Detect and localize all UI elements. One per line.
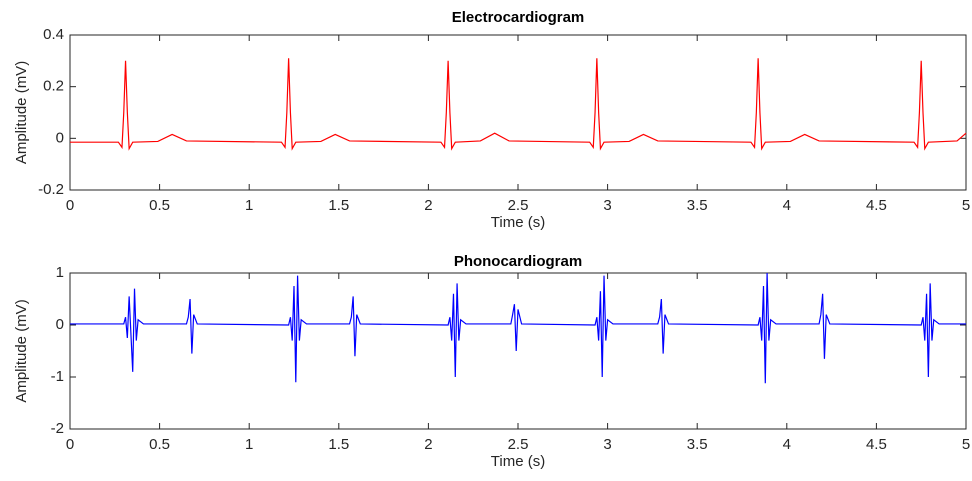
y-axis-label: Amplitude (mV) [13, 61, 30, 164]
x-tick-label: 1 [245, 197, 253, 214]
y-tick-label: -2 [51, 420, 64, 437]
y-tick-label: -1 [51, 368, 64, 385]
y-tick-label: -0.2 [38, 181, 64, 198]
x-tick-label: 4.5 [866, 436, 887, 453]
x-tick-label: 1 [245, 436, 253, 453]
y-tick-label: 0 [56, 316, 64, 333]
x-tick-label: 0 [66, 436, 74, 453]
y-tick-label: 0.4 [43, 26, 64, 43]
x-axis-label: Time (s) [491, 453, 545, 470]
y-tick-label: 1 [56, 264, 64, 281]
x-tick-label: 2 [424, 436, 432, 453]
x-tick-label: 3 [603, 197, 611, 214]
x-tick-label: 1.5 [328, 197, 349, 214]
y-tick-label: 0.2 [43, 78, 64, 95]
chart-title: Electrocardiogram [452, 9, 585, 26]
x-tick-label: 3.5 [687, 197, 708, 214]
x-tick-label: 0.5 [149, 197, 170, 214]
x-tick-label: 4.5 [866, 197, 887, 214]
x-tick-label: 4 [783, 197, 791, 214]
x-tick-label: 2 [424, 197, 432, 214]
x-tick-label: 2.5 [508, 197, 529, 214]
y-tick-label: 0 [56, 129, 64, 146]
x-tick-label: 1.5 [328, 436, 349, 453]
x-tick-label: 0 [66, 197, 74, 214]
x-tick-label: 3.5 [687, 436, 708, 453]
signal-line [70, 272, 966, 384]
x-tick-label: 2.5 [508, 436, 529, 453]
x-tick-label: 0.5 [149, 436, 170, 453]
signal-line [70, 58, 967, 151]
x-tick-label: 5 [962, 197, 970, 214]
x-tick-label: 4 [783, 436, 791, 453]
chart-title: Phonocardiogram [454, 253, 582, 270]
x-tick-label: 3 [603, 436, 611, 453]
axes-box [69, 272, 967, 430]
y-axis-label: Amplitude (mV) [13, 299, 30, 402]
x-axis-label: Time (s) [491, 214, 545, 231]
axes-box [69, 34, 967, 191]
x-tick-label: 5 [962, 436, 970, 453]
